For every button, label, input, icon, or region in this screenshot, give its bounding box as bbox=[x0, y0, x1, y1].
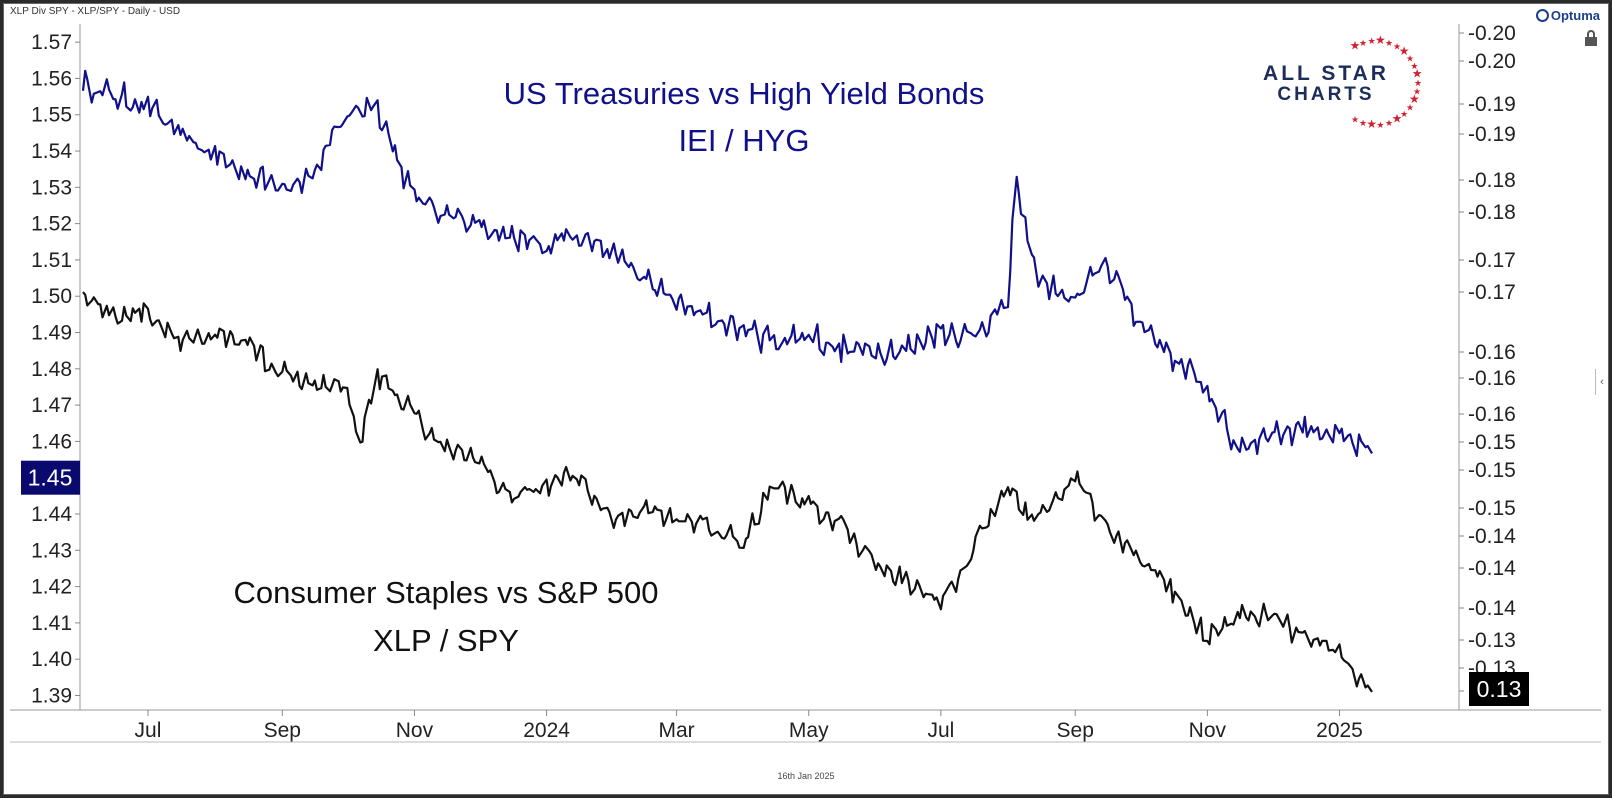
watermark-star: ★ bbox=[1410, 61, 1418, 71]
axes: 1.57 1.56 1.55 1.54 1.53 1.52 1.51 1.50 1.49 1.48… bbox=[31, 22, 1516, 742]
right-tick-label: -0.19 bbox=[1468, 93, 1516, 116]
right-tick-label: -0.14 bbox=[1468, 557, 1516, 580]
watermark-star: ★ bbox=[1366, 117, 1377, 131]
series-line-xlp-spy bbox=[82, 291, 1373, 693]
watermark-star: ★ bbox=[1359, 118, 1367, 128]
annotation-xlp-spy-line1: Consumer Staples vs S&P 500 bbox=[233, 575, 658, 610]
left-tick-label: 1.54 bbox=[31, 140, 72, 163]
left-tick-label: 1.48 bbox=[31, 358, 72, 381]
watermark-star: ★ bbox=[1406, 103, 1414, 113]
left-tick-label: 1.42 bbox=[31, 576, 72, 599]
right-last-value-box bbox=[1469, 672, 1529, 706]
left-last-value-box bbox=[21, 460, 80, 495]
allstarcharts-watermark: ★★ ★ ★ ★ ★★★★★★★★★★★★★★★★ ALL STAR CHARTS bbox=[1263, 33, 1422, 131]
left-tick-label: 1.55 bbox=[31, 104, 72, 127]
left-tick-label: 1.51 bbox=[31, 249, 72, 272]
left-tick-label: 1.40 bbox=[31, 648, 72, 671]
left-tick-label: 1.46 bbox=[31, 430, 72, 453]
footer-date: 16th Jan 2025 bbox=[777, 771, 835, 781]
annotation-iei-hyg-line1: US Treasuries vs High Yield Bonds bbox=[504, 76, 985, 111]
right-tick-label: -0.17 bbox=[1468, 249, 1516, 272]
left-tick-label: 1.49 bbox=[31, 322, 72, 345]
watermark-star: ★ bbox=[1351, 114, 1359, 124]
watermark-star: ★ bbox=[1385, 118, 1393, 128]
watermark-star: ★ bbox=[1412, 66, 1423, 80]
right-tick-label: -0.15 bbox=[1468, 497, 1516, 520]
left-tick-label: 1.52 bbox=[31, 213, 72, 236]
watermark-star: ★ bbox=[1368, 36, 1376, 46]
watermark-star: ★ bbox=[1399, 44, 1410, 58]
watermark-star: ★ bbox=[1385, 38, 1393, 48]
right-tick-label: -0.17 bbox=[1468, 281, 1516, 304]
right-tick-label: -0.14 bbox=[1468, 525, 1516, 548]
watermark-star: ★ bbox=[1406, 53, 1414, 63]
watermark-line1: ALL STAR bbox=[1263, 62, 1389, 85]
watermark-line2: CHARTS bbox=[1277, 84, 1374, 105]
watermark-star: ★ bbox=[1350, 39, 1361, 53]
right-tick-label: -0.18 bbox=[1468, 169, 1516, 192]
watermark-star: ★ bbox=[1393, 42, 1401, 52]
right-tick-label: -0.19 bbox=[1468, 123, 1516, 146]
series-line-iei-hyg bbox=[81, 69, 1373, 457]
x-tick-label: Mar bbox=[659, 719, 695, 742]
x-tick-label: May bbox=[789, 719, 829, 742]
watermark-star: ★ bbox=[1413, 87, 1421, 97]
right-last-value-label: 0.13 bbox=[1477, 676, 1522, 702]
watermark-star: ★ bbox=[1409, 92, 1420, 106]
right-tick-label: -0.16 bbox=[1468, 341, 1516, 364]
left-tick-label: 1.56 bbox=[31, 67, 72, 90]
right-tick-label: -0.18 bbox=[1468, 201, 1516, 224]
annotation-xlp-spy-line2: XLP / SPY bbox=[373, 623, 519, 658]
right-tick-label: -0.20 bbox=[1468, 50, 1516, 73]
left-tick-label: 1.57 bbox=[31, 31, 72, 54]
chart-window: XLP Div SPY - XLP/SPY - Daily - USD Optu… bbox=[3, 3, 1609, 795]
lock-icon[interactable] bbox=[1584, 30, 1598, 46]
annotation-iei-hyg-line2: IEI / HYG bbox=[679, 123, 810, 158]
watermark-star: ★ bbox=[1392, 111, 1403, 125]
optuma-logo-icon bbox=[1535, 9, 1549, 22]
series-lines: 1.45 0.13 bbox=[21, 69, 1529, 706]
brand-name: Optuma bbox=[1550, 8, 1600, 23]
left-tick-label: 1.43 bbox=[31, 539, 72, 562]
left-tick-label: 1.53 bbox=[31, 176, 72, 199]
right-tick-label: -0.13 bbox=[1468, 629, 1516, 652]
chart-canvas: 1.57 1.56 1.55 1.54 1.53 1.52 1.51 1.50 1.49 1.48… bbox=[10, 22, 1601, 743]
collapse-panel-chevron-icon[interactable]: ‹ bbox=[1595, 369, 1608, 395]
watermark-star: ★ bbox=[1359, 38, 1367, 48]
right-tick-label: -0.20 bbox=[1468, 22, 1516, 45]
left-tick-label: 1.50 bbox=[31, 285, 72, 308]
x-tick-label: Nov bbox=[1189, 719, 1227, 742]
x-tick-label: 2025 bbox=[1316, 719, 1363, 742]
watermark-star: ★ bbox=[1414, 78, 1422, 88]
right-tick-label: -0.14 bbox=[1468, 597, 1516, 620]
left-tick-label: 1.41 bbox=[31, 612, 72, 635]
right-tick-label: -0.16 bbox=[1468, 367, 1516, 390]
left-last-value-label: 1.45 bbox=[28, 465, 73, 491]
left-tick-label: 1.44 bbox=[31, 503, 72, 526]
right-tick-label: -0.16 bbox=[1468, 403, 1516, 426]
watermark-star: ★ bbox=[1376, 120, 1384, 130]
left-tick-label: 1.47 bbox=[31, 394, 72, 417]
x-tick-label: Nov bbox=[396, 719, 434, 742]
x-tick-label: Jul bbox=[927, 719, 954, 742]
x-tick-label: 2024 bbox=[523, 719, 570, 742]
x-tick-label: Sep bbox=[1057, 719, 1094, 742]
x-tick-label: Jul bbox=[135, 719, 162, 742]
optuma-brand: Optuma bbox=[1535, 8, 1600, 23]
watermark-star: ★ bbox=[1400, 109, 1408, 119]
right-tick-label: -0.15 bbox=[1468, 459, 1516, 482]
plot-area bbox=[10, 24, 1601, 743]
watermark-star: ★ bbox=[1375, 33, 1386, 47]
left-tick-label: 1.39 bbox=[31, 684, 72, 707]
right-tick-label: -0.15 bbox=[1468, 431, 1516, 454]
x-tick-label: Sep bbox=[264, 719, 301, 742]
chart-header: XLP Div SPY - XLP/SPY - Daily - USD bbox=[10, 6, 181, 17]
